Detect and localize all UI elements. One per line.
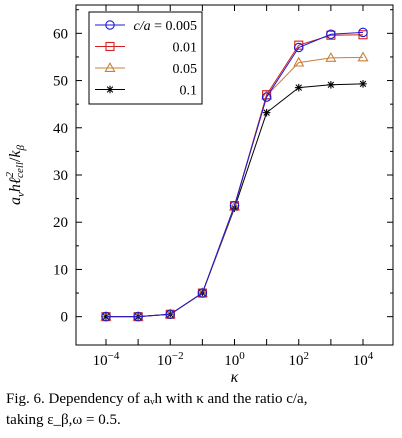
x-tick-label: 102 [289,350,310,369]
point-circle [197,288,208,298]
point-star-stroke [295,84,302,91]
legend-label: c/a = 0.005 [133,19,197,34]
point-triangle [100,310,112,321]
y-axis-label-part: v [15,192,27,197]
point-circle [105,20,115,30]
point-square [105,41,115,52]
legend-label-value: = 0.005 [151,19,197,34]
x-tick-label-base: 10 [353,353,368,369]
x-tick-label: 104 [353,350,374,369]
point-star-stroke [359,80,367,88]
series-line [106,31,364,318]
axis-labels: κ avhℓ2cell/kβ [4,144,239,385]
point-triangle [196,287,208,298]
y-axis: 0 10 20 30 40 50 60 [53,9,393,326]
y-tick-label: 10 [53,262,68,278]
point-circle [358,27,368,38]
x-tick-label-exponent: −2 [172,350,184,362]
point-star [294,83,303,92]
x-tick-label-base: 10 [224,353,239,369]
point-star-stroke [106,86,114,93]
x-tick-label: 10−2 [157,350,184,369]
x-axis-label: κ [231,369,239,385]
chart-figure: 0 10 20 30 40 50 60 10−4 10−2 100 102 104 c/a = 0.… [4,4,394,385]
y-axis-label-part: cell [14,162,26,178]
y-axis-label-part: β [15,144,27,151]
legend: c/a = 0.005 0.01 0.05 0.1 [88,11,203,105]
y-tick-label: 60 [53,26,68,42]
point-star [262,108,271,117]
point-triangle [293,56,305,67]
point-circle [293,42,304,53]
y-axis-label: avhℓ2cell/kβ [4,144,27,205]
point-triangle [357,51,369,62]
legend-label: 0.05 [173,62,198,77]
y-axis-label-part: 2 [4,171,16,177]
x-tick-label-exponent: 0 [239,350,245,362]
point-circle [101,311,111,322]
point-star [359,80,367,88]
y-tick-label: 40 [53,121,68,137]
y-axis-label-part: a [7,197,24,205]
x-axis: 10−4 10−2 100 102 104 [93,5,374,369]
point-triangle [164,308,176,319]
point-circle [229,200,240,211]
legend-label: 0.01 [173,41,198,56]
point-triangle [325,51,337,62]
x-tick-label-base: 10 [289,353,304,369]
caption-line-2: taking ε_β,ω = 0.5. [6,412,121,428]
y-axis-label-part: / [7,157,24,162]
point-star [106,85,114,94]
x-tick-label: 100 [224,350,245,369]
series-line [106,83,364,318]
x-tick-label-exponent: −4 [108,350,120,362]
y-tick-label: 30 [53,168,68,184]
point-circle [326,29,336,40]
y-tick-label: 0 [61,310,69,326]
x-tick-label-base: 10 [157,353,172,369]
point-triangle [132,310,144,321]
x-tick-label-base: 10 [93,353,108,369]
y-axis-label-part: ℓ [7,177,24,184]
y-tick-label: 50 [53,74,68,90]
legend-label: 0.1 [180,84,198,99]
y-axis-label-part: k [7,150,24,158]
point-star-stroke [263,109,270,116]
point-circle [133,311,143,322]
legend-label-var: c/a [133,19,150,34]
caption-line-1: Fig. 6. Dependency of aᵥh with κ and the… [6,391,308,407]
y-axis-label-part: h [7,184,24,192]
x-tick-label-exponent: 2 [304,350,310,362]
point-triangle [104,62,116,72]
x-tick-label: 10−4 [93,350,120,369]
x-tick-label-exponent: 4 [368,350,374,362]
series-0.005 [101,27,368,322]
plot-series [100,27,369,322]
legend-box [88,11,203,105]
point-circle [165,309,176,320]
series-0.1 [102,80,367,321]
point-star [327,81,335,89]
figure-caption: Fig. 6. Dependency of aᵥh with κ and the… [6,389,398,431]
y-tick-label: 20 [53,215,68,231]
point-star-stroke [327,81,335,89]
point-circle [261,92,272,102]
